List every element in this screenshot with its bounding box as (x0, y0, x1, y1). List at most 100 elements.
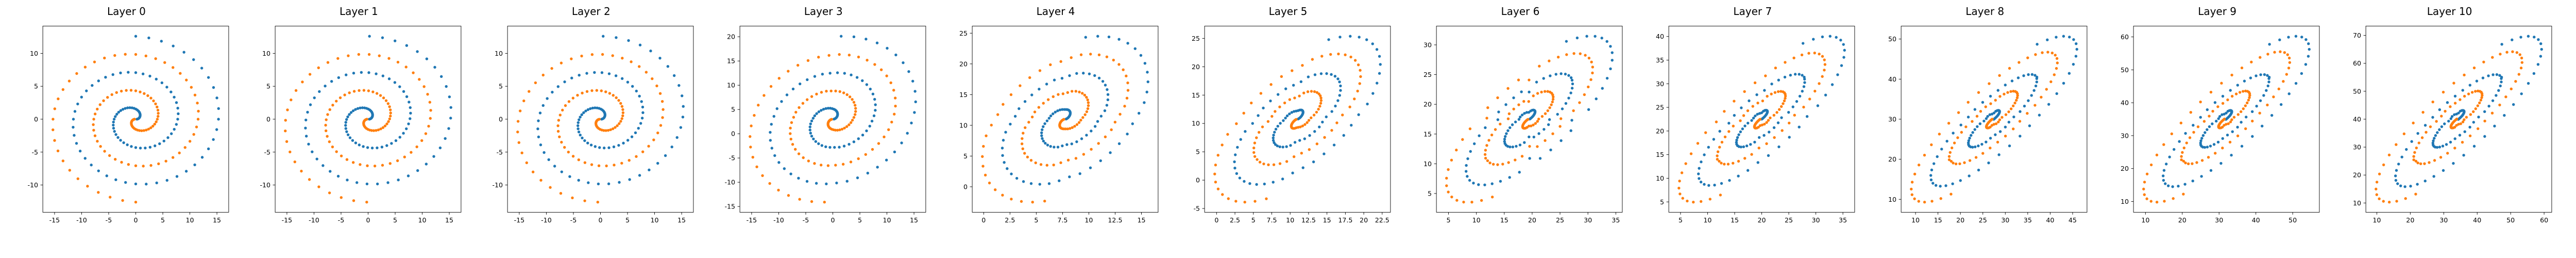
data-point (861, 134, 864, 136)
data-point (2206, 108, 2209, 111)
data-point (852, 36, 855, 38)
ytick-label: 25 (1423, 71, 1432, 78)
data-point (2231, 74, 2233, 76)
data-point (1125, 75, 1127, 77)
data-point (1465, 170, 1467, 172)
data-point (2201, 159, 2204, 162)
data-point (1948, 155, 1951, 157)
data-point (659, 124, 662, 126)
data-point (2163, 169, 2165, 171)
data-point (1766, 95, 1769, 98)
data-point (1733, 100, 1735, 102)
data-point (1843, 49, 1846, 52)
data-point (2459, 134, 2461, 136)
data-point (358, 53, 360, 56)
data-point (2214, 101, 2216, 104)
data-point (1981, 152, 1984, 155)
data-point (1976, 115, 1978, 118)
data-point (1732, 125, 1735, 127)
data-point (618, 181, 620, 184)
data-point (1747, 109, 1749, 112)
data-point (1564, 73, 1567, 75)
data-point (1289, 144, 1292, 147)
data-point (2464, 130, 2466, 133)
data-point (659, 92, 662, 94)
data-point (2438, 108, 2441, 111)
data-point (1301, 124, 1303, 127)
data-point (1074, 157, 1077, 159)
data-point (2472, 121, 2475, 123)
data-point (838, 146, 840, 149)
data-point (2033, 89, 2036, 92)
data-point (115, 91, 118, 94)
data-point (2516, 51, 2518, 54)
data-point (2453, 113, 2455, 116)
data-point (627, 39, 630, 42)
data-point (849, 95, 851, 98)
data-point (843, 144, 845, 147)
data-point (134, 89, 137, 92)
data-point (1357, 63, 1359, 66)
data-point (585, 72, 588, 74)
data-point (661, 100, 664, 103)
data-point (843, 126, 845, 129)
data-point (1315, 91, 1318, 94)
data-point (1484, 149, 1487, 151)
data-point (1365, 38, 1368, 41)
data-point (1014, 115, 1016, 118)
data-point (1303, 123, 1306, 126)
data-point (1484, 126, 1487, 129)
data-point (1823, 69, 1826, 71)
data-point (1679, 192, 1681, 195)
data-point (358, 89, 360, 92)
data-point (1528, 78, 1531, 81)
data-point (2469, 84, 2471, 86)
data-point (628, 159, 630, 162)
data-point (757, 104, 759, 106)
xtick-label: -15 (746, 216, 757, 224)
data-point (2072, 63, 2075, 66)
xtick-label: 50 (2289, 216, 2297, 224)
data-point (398, 85, 401, 88)
data-point (1594, 35, 1597, 38)
data-point (2068, 72, 2071, 75)
data-point (1999, 130, 2002, 133)
data-point (1703, 153, 1706, 156)
ytick-label: 10 (959, 121, 968, 129)
data-point (1318, 105, 1321, 107)
data-point (2171, 133, 2173, 135)
data-point (2282, 80, 2284, 83)
data-point (1099, 115, 1102, 117)
data-point (2035, 85, 2037, 87)
data-point (1234, 200, 1237, 202)
xtick-label: 15 (1500, 216, 1509, 224)
data-point (641, 150, 644, 153)
data-point (2164, 182, 2166, 185)
data-point (823, 201, 825, 203)
data-point (789, 138, 792, 140)
data-point (1317, 108, 1319, 110)
panel-layer-2: Layer 2-15-10-5051015-10-50510 (484, 21, 698, 227)
data-point (1773, 126, 1775, 129)
data-point (1344, 54, 1346, 56)
data-point (286, 108, 289, 111)
data-point (845, 93, 848, 96)
data-point (808, 125, 811, 128)
data-point (1552, 133, 1554, 135)
data-point (2395, 143, 2397, 146)
data-point (1970, 134, 1972, 137)
data-point (652, 138, 655, 141)
data-point (2434, 134, 2437, 137)
data-point (388, 77, 391, 80)
data-point (634, 132, 637, 134)
data-point (1718, 146, 1721, 149)
xtick-label: 10 (418, 216, 426, 224)
data-point (768, 182, 771, 185)
data-point (820, 109, 822, 111)
data-point (1325, 116, 1327, 118)
data-point (2468, 126, 2471, 128)
data-point (103, 57, 106, 59)
data-point (1078, 91, 1080, 93)
data-point (347, 54, 349, 57)
data-point (402, 132, 404, 135)
